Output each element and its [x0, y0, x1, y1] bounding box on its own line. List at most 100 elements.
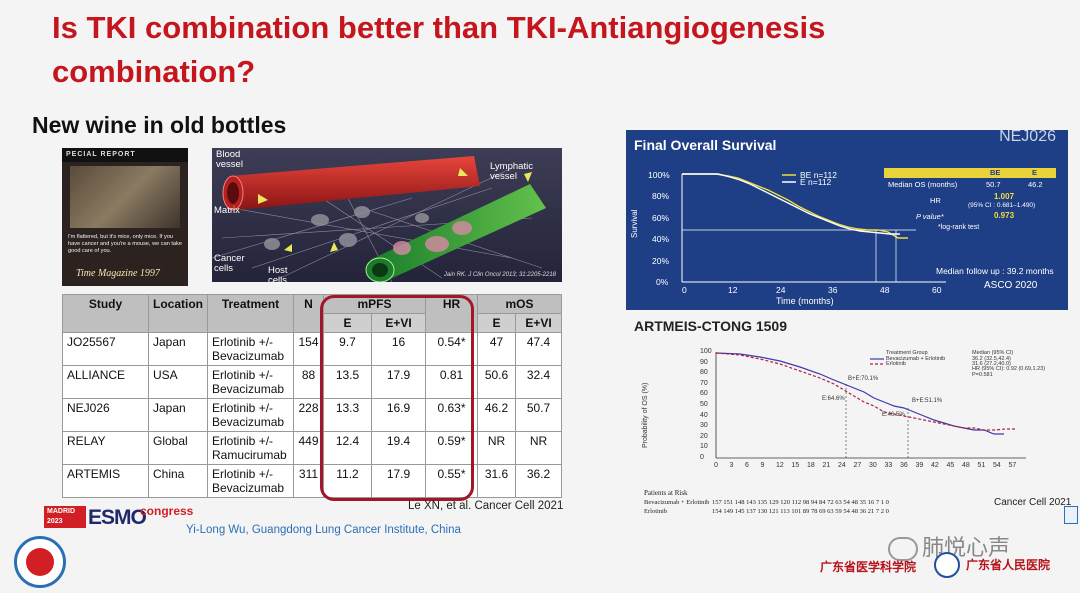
esmo-city: MADRID 2023	[44, 506, 86, 528]
art-xtick: 48	[962, 462, 970, 469]
cell-n: 88	[293, 365, 324, 399]
magazine-band: PECIAL REPORT	[62, 148, 188, 162]
cell-os-e: 50.6	[477, 365, 516, 399]
cell-pfs-evi: 16.9	[371, 398, 426, 432]
nej026-stats-box: BE E Median OS (months) 50.7 46.2 HR 1.0…	[884, 168, 1056, 222]
stats-col-be: BE	[990, 168, 1001, 177]
ytick-60: 60%	[652, 213, 670, 223]
cell-location: Global	[148, 431, 208, 465]
stats-test: *log-rank test	[938, 224, 980, 231]
stats-median-e: 46.2	[1028, 180, 1043, 189]
cell-os-evi: 50.7	[515, 398, 562, 432]
stats-hr-label: HR	[930, 196, 941, 205]
art-xtick: 9	[760, 462, 765, 469]
art-median-e: 31.6 (27.2,40.0)	[972, 361, 1011, 367]
art-p: P=0.581	[972, 372, 993, 378]
art-legend-be: Bevacizumab + Erlotinib	[886, 356, 946, 362]
art-ytick: 90	[700, 358, 708, 366]
stats-ci: (95% CI : 0.681–1.490)	[968, 202, 1036, 209]
art-ytick: 0	[700, 454, 704, 461]
art-xtick: 27	[853, 462, 862, 469]
corner-seal-icon	[1064, 506, 1078, 524]
col-location: Location	[148, 294, 208, 333]
art-ytick: 30	[700, 422, 708, 430]
art-ytick: 70	[700, 379, 708, 387]
cell-location: China	[148, 464, 208, 498]
cell-pfs-e: 13.5	[323, 365, 372, 399]
cell-os-e: NR	[477, 431, 516, 465]
cell-os-evi: 47.4	[515, 332, 562, 366]
cell-hr: 0.59*	[425, 431, 478, 465]
nej026-followup: Median follow up : 39.2 months	[936, 266, 1054, 276]
wechat-icon	[888, 537, 918, 562]
mpfs-hr-highlight	[320, 295, 474, 501]
time-magazine-image: PECIAL REPORT I'm flattered, but it's mi…	[62, 148, 188, 286]
art-legend-e: Erlotinib	[886, 361, 906, 367]
cell-pfs-evi: 17.9	[371, 365, 426, 399]
art-ytick: 10	[700, 443, 708, 451]
cell-hr: 0.54*	[425, 332, 478, 366]
col-os-evi: E+VI	[515, 313, 562, 333]
magazine-photo	[70, 166, 180, 228]
cell-treatment: Erlotinib +/- Bevacizumab	[207, 365, 294, 399]
xtick-12: 12	[728, 285, 738, 295]
table-row: NEJ026 Japan Erlotinib +/- Bevacizumab 228 1…	[62, 398, 562, 432]
cell-os-evi: 32.4	[515, 365, 562, 399]
cell-treatment: Erlotinib +/- Bevacizumab	[207, 332, 294, 366]
cell-n: 311	[293, 464, 324, 498]
col-treatment: Treatment	[207, 294, 294, 333]
cell-location: Japan	[148, 398, 208, 432]
stats-col-e: E	[1032, 168, 1038, 177]
art-xtick: 30	[869, 462, 877, 469]
cell-n: 228	[293, 398, 324, 432]
ytick-0: 0%	[656, 277, 669, 287]
risk-e-label: Erlotinib	[644, 508, 668, 515]
cell-os-evi: NR	[515, 431, 562, 465]
art-anno-3: B+E:51.1%	[912, 398, 943, 404]
xtick-60: 60	[932, 285, 942, 295]
table-row: RELAY Global Erlotinib +/- Ramucirumab 449 1…	[62, 431, 562, 465]
col-study: Study	[62, 294, 149, 333]
col-mos: mOS	[477, 294, 562, 314]
risk-be-label: Bevacizumab + Erlotinib	[644, 499, 710, 506]
affiliation: Yi-Long Wu, Guangdong Lung Cancer Instit…	[186, 524, 461, 536]
art-xtick: 15	[791, 462, 800, 469]
hospital-name: 广东省人民医院	[966, 558, 1051, 572]
art-xtick: 51	[977, 462, 986, 469]
ytick-80: 80%	[652, 191, 670, 201]
cell-pfs-evi: 16	[371, 332, 426, 366]
cell-treatment: Erlotinib +/- Ramucirumab	[207, 431, 294, 465]
risk-be-values: 157 151 148 143 135 129 120 112 98 94 84…	[712, 499, 889, 506]
ytick-20: 20%	[652, 256, 670, 266]
xtick-36: 36	[828, 285, 838, 295]
col-pfs-e: E	[323, 313, 372, 333]
nej026-curves	[681, 173, 946, 283]
nej026-title: Final Overall Survival	[634, 137, 777, 153]
xtick-48: 48	[880, 285, 890, 295]
stats-p-value: 0.973	[994, 211, 1015, 220]
cell-n: 449	[293, 431, 324, 465]
cell-location: Japan	[148, 332, 208, 366]
nej026-xlabel: Time (months)	[776, 296, 834, 306]
art-xtick: 33	[884, 462, 893, 469]
art-xtick: 18	[807, 462, 815, 469]
magazine-quote: I'm flattered, but it's mice, only mice.…	[68, 234, 182, 254]
art-xtick: 57	[1008, 462, 1017, 469]
nej026-source: ASCO 2020	[984, 280, 1038, 291]
art-median-be: 36.2 (32.5,42.4)	[972, 356, 1011, 362]
col-os-e: E	[477, 313, 516, 333]
art-ytick: 80	[700, 369, 708, 377]
legend-e: E n=112	[800, 177, 832, 187]
artemis-os-panel: ARTMEIS-CTONG 1509 Probability of OS (%)…	[620, 318, 1080, 518]
cell-study: JO25567	[62, 332, 149, 366]
art-xtick: 6	[745, 462, 749, 469]
legend-be: BE n=112	[800, 170, 837, 180]
stats-hr-value: 1.007	[994, 192, 1015, 201]
art-median-head: Median (95% CI)	[972, 350, 1014, 356]
cell-study: ARTEMIS	[62, 464, 149, 498]
cell-study: RELAY	[62, 431, 149, 465]
art-ytick: 50	[700, 401, 708, 408]
stats-header	[884, 168, 1056, 178]
risk-head: Patients at Risk	[644, 489, 688, 497]
cell-study: ALLIANCE	[62, 365, 149, 399]
